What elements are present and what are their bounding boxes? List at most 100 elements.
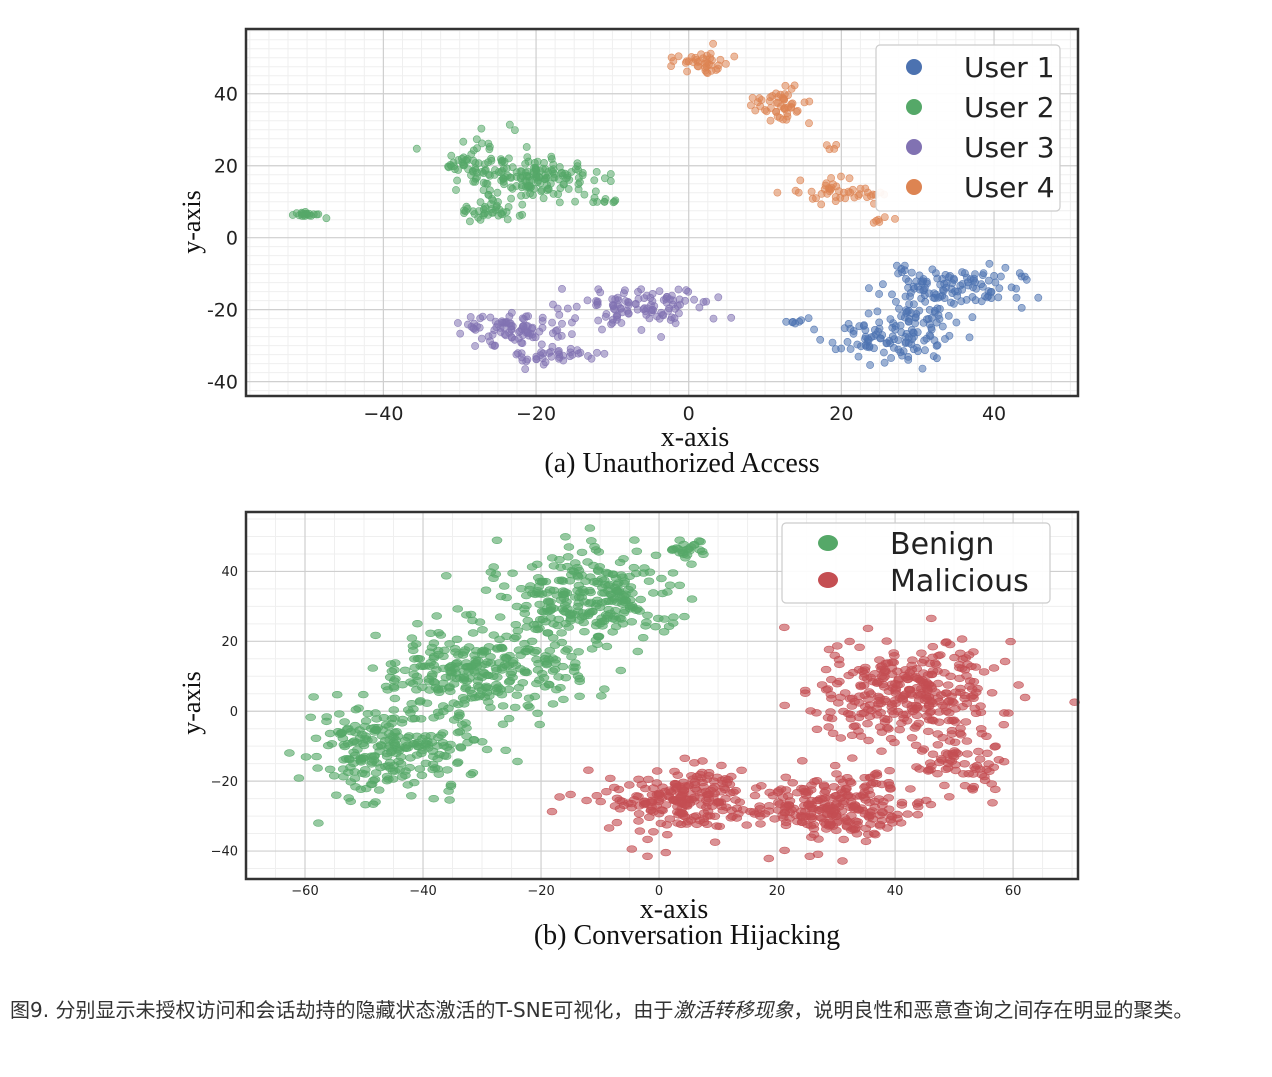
chart-a-legend-box <box>875 44 1061 212</box>
data-point <box>916 747 928 755</box>
data-point <box>637 326 646 334</box>
data-point <box>548 318 556 327</box>
data-point <box>450 165 459 174</box>
data-point <box>915 306 924 315</box>
data-point <box>763 807 775 815</box>
data-point <box>796 813 808 822</box>
data-point <box>825 708 836 716</box>
data-point <box>529 191 537 199</box>
data-point <box>869 670 881 678</box>
data-point <box>596 288 605 297</box>
data-point <box>431 612 443 620</box>
data-point <box>804 314 813 322</box>
data-point <box>876 747 887 755</box>
data-point <box>509 703 521 712</box>
data-point <box>496 644 508 653</box>
data-point <box>536 590 548 598</box>
data-point <box>918 364 927 373</box>
data-point <box>933 341 942 350</box>
data-point <box>343 794 355 802</box>
data-point <box>547 352 556 361</box>
data-point <box>615 666 627 675</box>
data-point <box>384 758 396 767</box>
data-point <box>511 691 523 699</box>
data-point <box>833 803 845 811</box>
data-point <box>550 659 561 667</box>
data-point <box>556 576 568 584</box>
data-point <box>474 618 486 626</box>
data-point <box>659 615 670 623</box>
data-point <box>754 812 766 820</box>
data-point <box>440 572 452 580</box>
data-point <box>959 781 971 790</box>
data-point <box>458 673 470 681</box>
data-point <box>796 757 808 765</box>
chart-a-legend-label: User 2 <box>964 91 1055 124</box>
data-point <box>927 323 936 332</box>
data-point <box>522 645 534 653</box>
data-point <box>968 313 977 322</box>
data-point <box>464 686 476 694</box>
data-point <box>524 312 532 321</box>
data-point <box>823 723 835 731</box>
data-point <box>863 695 874 703</box>
data-point <box>637 633 649 642</box>
data-point <box>487 156 496 165</box>
data-point <box>606 177 615 185</box>
data-point <box>598 325 606 334</box>
chart-a-points <box>288 39 1043 373</box>
data-point <box>872 216 881 225</box>
data-point <box>780 818 792 827</box>
data-point <box>444 796 455 804</box>
data-point <box>443 787 454 795</box>
data-point <box>702 297 711 306</box>
data-point <box>533 178 542 187</box>
data-point <box>741 821 753 829</box>
data-point <box>880 348 888 357</box>
data-point <box>489 208 497 217</box>
chart-b-x-tick-label: −40 <box>409 884 436 899</box>
data-point <box>943 698 954 706</box>
data-point <box>683 67 691 76</box>
data-point <box>686 560 697 568</box>
data-point <box>772 99 781 107</box>
data-point <box>586 608 598 616</box>
chart-a-legend-marker <box>906 179 922 195</box>
data-point <box>902 329 911 338</box>
data-point <box>850 817 862 825</box>
chart-a-legend-label: User 4 <box>964 171 1055 204</box>
data-point <box>1034 293 1043 302</box>
data-point <box>484 191 493 199</box>
data-point <box>522 616 534 625</box>
data-point <box>713 798 724 806</box>
data-point <box>693 62 702 70</box>
data-point <box>703 768 715 777</box>
data-point <box>609 802 621 810</box>
data-point <box>787 85 796 93</box>
data-point <box>399 666 411 674</box>
data-point <box>831 679 843 688</box>
data-point <box>459 646 471 654</box>
data-point <box>895 304 903 313</box>
data-point <box>402 744 414 752</box>
data-point <box>571 197 579 206</box>
data-point <box>564 185 573 193</box>
data-point <box>643 775 654 784</box>
data-point <box>778 623 790 632</box>
data-point <box>497 168 505 177</box>
data-point <box>470 659 481 668</box>
data-point <box>412 654 424 663</box>
data-point <box>610 622 622 631</box>
data-point <box>566 344 575 353</box>
data-point <box>854 352 863 361</box>
chart-b-y-tick-label: 0 <box>230 705 238 720</box>
data-point <box>987 799 998 807</box>
chart-a-y-tick-label: -20 <box>207 299 238 321</box>
data-point <box>910 741 922 749</box>
data-point <box>477 334 486 343</box>
data-point <box>907 656 918 664</box>
data-point <box>397 680 408 689</box>
data-point <box>626 845 638 853</box>
data-point <box>728 788 739 796</box>
data-point <box>936 304 944 313</box>
